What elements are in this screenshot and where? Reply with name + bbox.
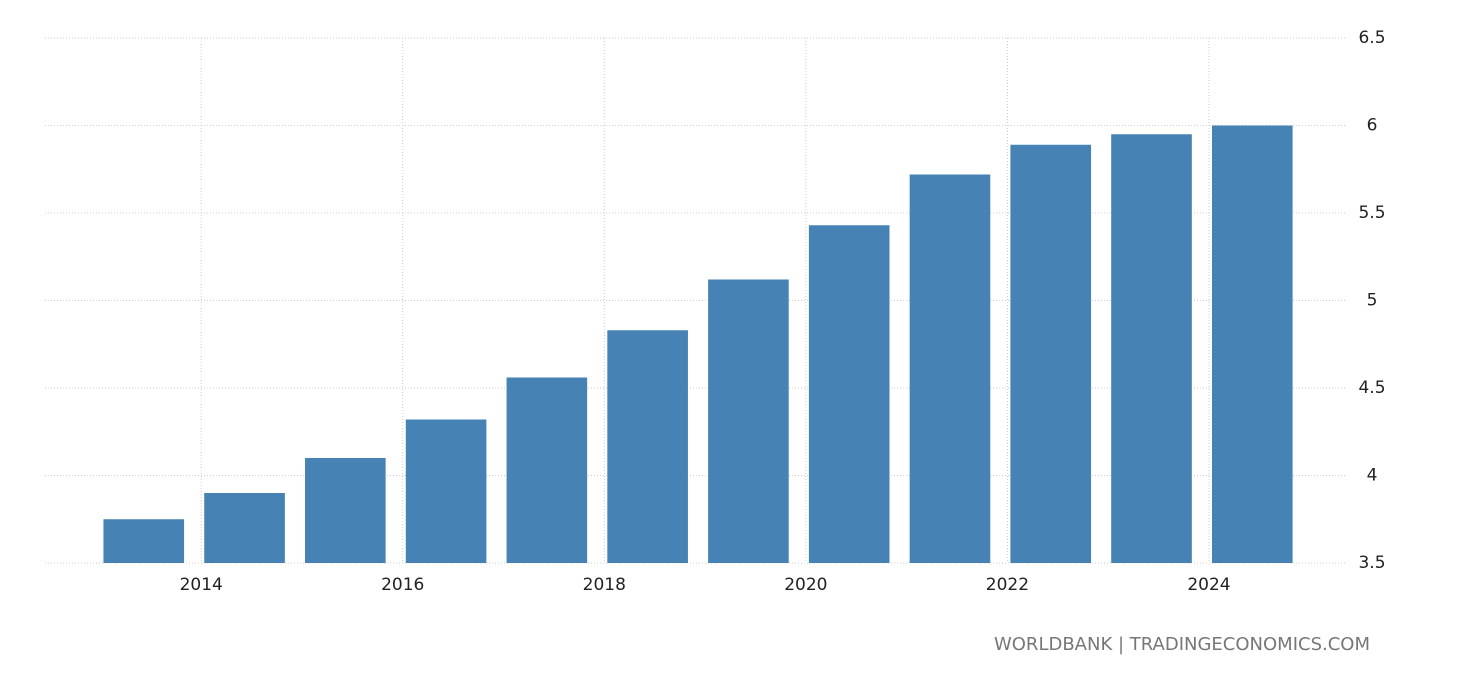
y-tick-label: 5.5 — [1358, 203, 1385, 223]
bar — [204, 493, 285, 563]
y-tick-label: 6 — [1367, 116, 1378, 136]
x-tick-label: 2014 — [180, 575, 223, 595]
y-tick-label: 4.5 — [1358, 378, 1385, 398]
bar — [1111, 134, 1192, 563]
bar — [103, 519, 185, 563]
y-tick-label: 5 — [1367, 291, 1378, 311]
bar — [909, 174, 991, 563]
source: WORLDBANK | TRADINGECONOMICS.COM — [994, 634, 1370, 655]
x-tick-label: 2022 — [986, 575, 1029, 595]
bar — [305, 458, 386, 563]
bar — [708, 279, 789, 563]
y-tick-label: 3.5 — [1358, 553, 1385, 573]
x-tick-label: 2024 — [1187, 575, 1230, 595]
bar — [808, 225, 890, 563]
bar — [405, 419, 487, 563]
bar — [1010, 144, 1092, 563]
bar — [506, 377, 588, 563]
x-tick-label: 2018 — [583, 575, 626, 595]
bar — [1211, 125, 1293, 563]
x-tick-label: 2020 — [784, 575, 827, 595]
y-tick-label: 4 — [1367, 466, 1378, 486]
bar — [607, 330, 688, 563]
x-tick-label: 2016 — [381, 575, 424, 595]
y-tick-label: 6.5 — [1358, 28, 1385, 48]
